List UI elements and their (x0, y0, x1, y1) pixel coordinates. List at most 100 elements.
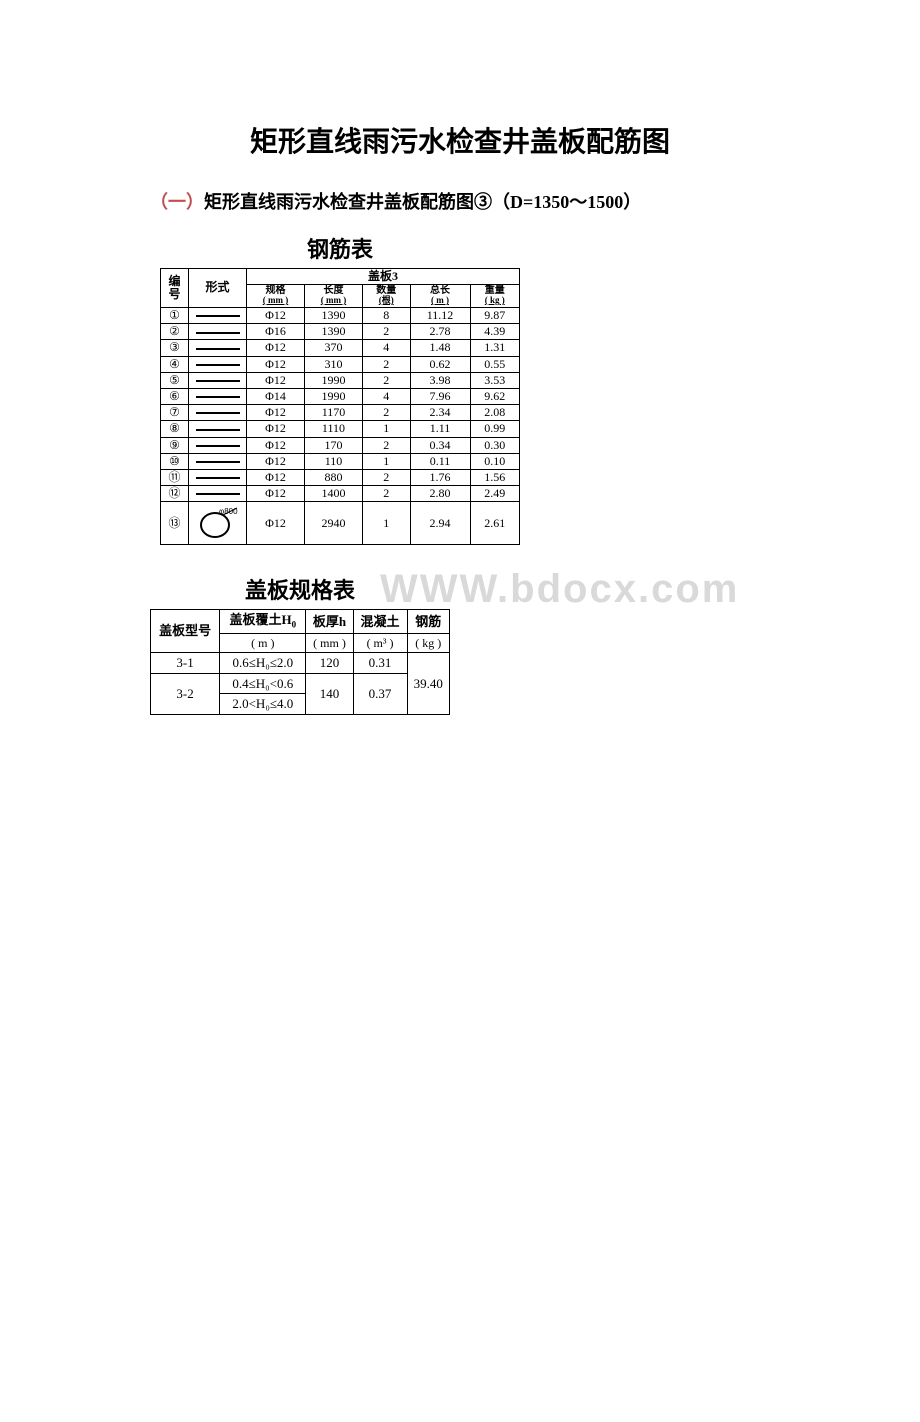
cell-spec: Φ12 (247, 372, 305, 388)
spec-cover: 0.6≤H₀≤2.0 (220, 653, 306, 674)
cell-spec: Φ12 (247, 502, 305, 545)
line-shape-icon (196, 461, 240, 463)
table-row: ⑫Φ12140022.802.49 (161, 486, 520, 502)
hdr-concrete: 混凝土 (353, 610, 407, 633)
row-shape (189, 324, 247, 340)
table-row: ⑦Φ12117022.342.08 (161, 405, 520, 421)
hdr-group: 盖板3 (247, 269, 520, 285)
row-number: ⑩ (161, 453, 189, 469)
cell-tot: 1.11 (410, 421, 470, 437)
hdr-qty-unit: (根) (365, 296, 408, 306)
spec-row: 3-2 0.4≤H₀<0.6 140 0.37 (151, 673, 450, 694)
spec-thick: 140 (306, 673, 353, 714)
hdr-rebar: 钢筋 (407, 610, 450, 633)
cell-len: 2940 (304, 502, 362, 545)
cell-wt: 9.62 (470, 389, 519, 405)
row-number: ⑫ (161, 486, 189, 502)
row-number: ⑨ (161, 437, 189, 453)
hdr-cover-unit: ( m ) (220, 633, 306, 652)
line-shape-icon (196, 445, 240, 447)
row-number: ⑪ (161, 469, 189, 485)
table-row: ⑨Φ1217020.340.30 (161, 437, 520, 453)
cell-len: 1110 (304, 421, 362, 437)
hdr-wt-unit: ( kg ) (473, 296, 517, 306)
cell-spec: Φ12 (247, 308, 305, 324)
cell-len: 880 (304, 469, 362, 485)
row-number: ⑧ (161, 421, 189, 437)
spec-thick: 120 (306, 653, 353, 674)
cell-tot: 1.48 (410, 340, 470, 356)
line-shape-icon (196, 380, 240, 382)
line-shape-icon (196, 412, 240, 414)
steel-table: 编号 形式 盖板3 规格 ( mm ) 长度 ( mm ) 数量 (根) 总长 … (160, 268, 520, 545)
line-shape-icon (196, 348, 240, 350)
line-shape-icon (196, 315, 240, 317)
hdr-shape: 形式 (189, 269, 247, 308)
table-row: ⑤Φ12199023.983.53 (161, 372, 520, 388)
row-shape (189, 421, 247, 437)
line-shape-icon (196, 396, 240, 398)
cell-spec: Φ12 (247, 486, 305, 502)
spec-cover: 0.4≤H₀<0.6 (220, 673, 306, 694)
row-number: ⑦ (161, 405, 189, 421)
hdr-concrete-unit: ( m³ ) (353, 633, 407, 652)
spec-table: 盖板型号 盖板覆土H0 板厚h 混凝土 钢筋 ( m ) ( mm ) ( m³… (150, 609, 450, 715)
line-shape-icon (196, 429, 240, 431)
cell-qty: 1 (362, 502, 410, 545)
cell-spec: Φ12 (247, 469, 305, 485)
cell-wt: 4.39 (470, 324, 519, 340)
svg-text:φ800: φ800 (219, 507, 238, 516)
table-row: ③Φ1237041.481.31 (161, 340, 520, 356)
table-row: ⑧Φ12111011.110.99 (161, 421, 520, 437)
cell-wt: 3.53 (470, 372, 519, 388)
steel-table-title: 钢筋表 (160, 232, 520, 264)
table-row: ②Φ16139022.784.39 (161, 324, 520, 340)
hdr-thick-unit: ( mm ) (306, 633, 353, 652)
cell-spec: Φ12 (247, 437, 305, 453)
cell-len: 110 (304, 453, 362, 469)
loop-shape-icon: φ800 (193, 505, 243, 541)
hdr-len: 长度 ( mm ) (304, 285, 362, 308)
page-title: 矩形直线雨污水检查井盖板配筋图 (0, 120, 920, 160)
cell-spec: Φ16 (247, 324, 305, 340)
cell-spec: Φ12 (247, 453, 305, 469)
spec-rebar: 39.40 (407, 653, 450, 715)
table-row: ⑬φ800Φ12294012.942.61 (161, 502, 520, 545)
hdr-model: 盖板型号 (151, 610, 220, 653)
line-shape-icon (196, 493, 240, 495)
row-shape (189, 340, 247, 356)
cell-tot: 7.96 (410, 389, 470, 405)
cell-wt: 9.87 (470, 308, 519, 324)
hdr-len-unit: ( mm ) (307, 296, 360, 306)
cell-wt: 2.61 (470, 502, 519, 545)
spec-row: 3-1 0.6≤H₀≤2.0 120 0.31 39.40 (151, 653, 450, 674)
hdr-spec-unit: ( mm ) (249, 296, 302, 306)
table-row: ⑥Φ14199047.969.62 (161, 389, 520, 405)
row-number: ⑥ (161, 389, 189, 405)
cell-qty: 2 (362, 405, 410, 421)
cell-tot: 2.34 (410, 405, 470, 421)
cell-qty: 2 (362, 324, 410, 340)
cell-tot: 3.98 (410, 372, 470, 388)
cell-tot: 2.80 (410, 486, 470, 502)
cell-qty: 4 (362, 340, 410, 356)
row-shape (189, 453, 247, 469)
hdr-cover-label: 盖板覆土H (229, 612, 291, 627)
cell-wt: 0.30 (470, 437, 519, 453)
row-number: ⑤ (161, 372, 189, 388)
row-number: ⑬ (161, 502, 189, 545)
cell-qty: 1 (362, 453, 410, 469)
hdr-num: 编号 (161, 269, 189, 308)
table-row: ⑪Φ1288021.761.56 (161, 469, 520, 485)
cell-wt: 0.55 (470, 356, 519, 372)
spec-model: 3-2 (151, 673, 220, 714)
row-shape (189, 405, 247, 421)
hdr-wt: 重量 ( kg ) (470, 285, 519, 308)
row-number: ③ (161, 340, 189, 356)
cell-wt: 1.31 (470, 340, 519, 356)
row-shape (189, 469, 247, 485)
cell-len: 1400 (304, 486, 362, 502)
cell-wt: 1.56 (470, 469, 519, 485)
cell-qty: 1 (362, 421, 410, 437)
subtitle-prefix: （一） (150, 192, 204, 212)
